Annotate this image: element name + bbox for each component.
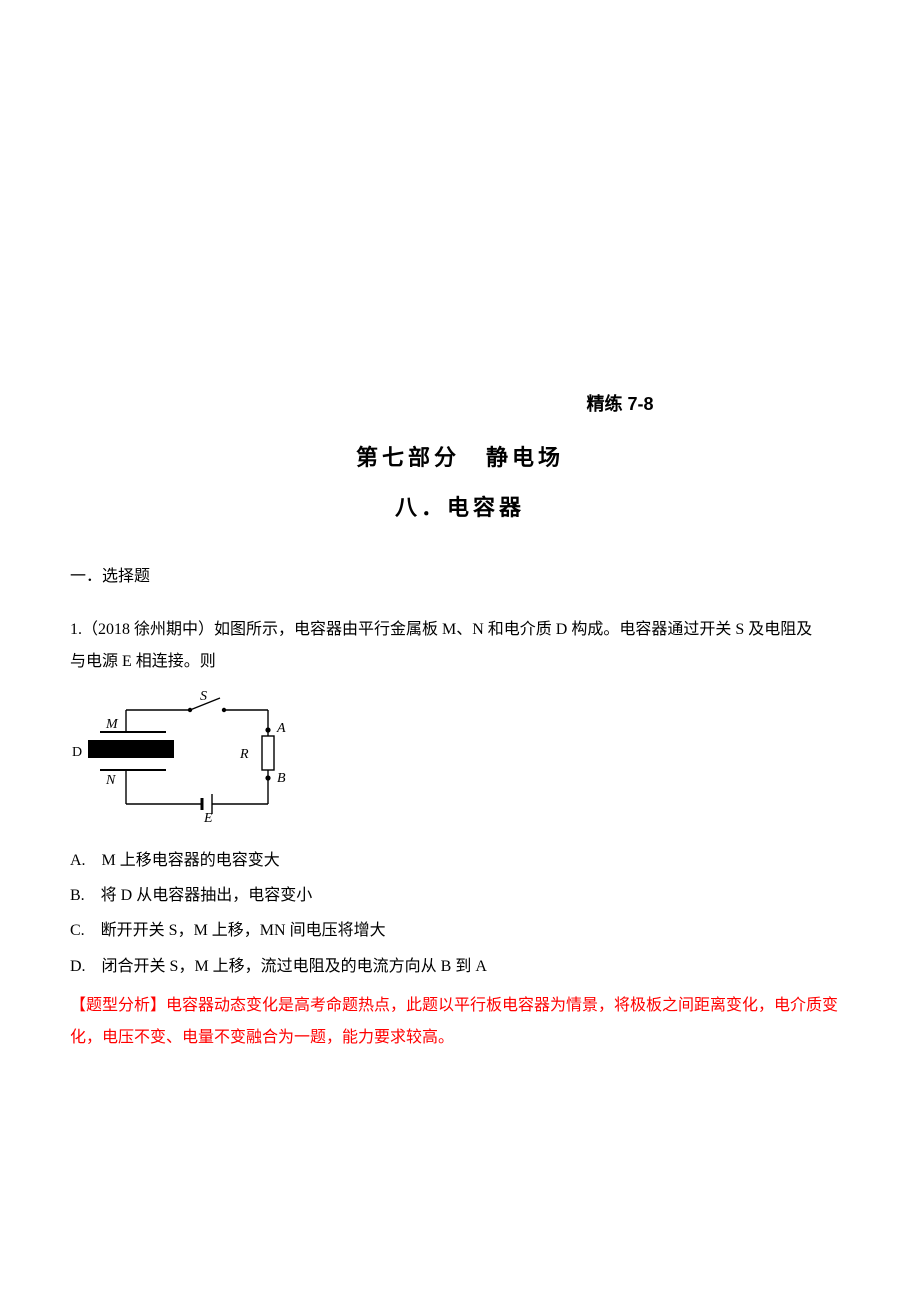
analysis-label: 【题型分析】 <box>70 997 166 1014</box>
exercise-label: 精练 7-8 <box>390 390 850 416</box>
question-stem-line1: 1.（2018 徐州期中）如图所示，电容器由平行金属板 M、N 和电介质 D 构… <box>70 621 812 638</box>
options-list: A. M 上移电容器的电容变大 B. 将 D 从电容器抽出，电容变小 C. 断开… <box>70 843 850 984</box>
section-heading: 一．选择题 <box>70 562 850 586</box>
question-stem: 1.（2018 徐州期中）如图所示，电容器由平行金属板 M、N 和电介质 D 构… <box>70 614 850 678</box>
label-s: S <box>200 689 207 704</box>
label-r: R <box>239 747 249 762</box>
analysis-text: 电容器动态变化是高考命题热点，此题以平行板电容器为情景，将极板之间距离变化，电介… <box>70 997 838 1046</box>
label-a: A <box>276 721 286 736</box>
label-m: M <box>105 717 119 732</box>
label-b: B <box>277 771 286 786</box>
question-stem-line2: 与电源 E 相连接。则 <box>70 653 216 670</box>
option-c: C. 断开开关 S，M 上移，MN 间电压将增大 <box>70 913 850 948</box>
label-n: N <box>105 773 116 788</box>
analysis-block: 【题型分析】电容器动态变化是高考命题热点，此题以平行板电容器为情景，将极板之间距… <box>70 990 850 1054</box>
label-d: D <box>72 745 82 760</box>
option-a: A. M 上移电容器的电容变大 <box>70 843 850 878</box>
chapter-title: 八．电容器 <box>70 490 850 522</box>
option-d: D. 闭合开关 S，M 上移，流过电阻及的电流方向从 B 到 A <box>70 949 850 984</box>
label-e: E <box>203 811 213 826</box>
part-title: 第七部分 静电场 <box>70 440 850 472</box>
circuit-diagram: S M D N R A B E <box>70 686 850 831</box>
option-b: B. 将 D 从电容器抽出，电容变小 <box>70 878 850 913</box>
